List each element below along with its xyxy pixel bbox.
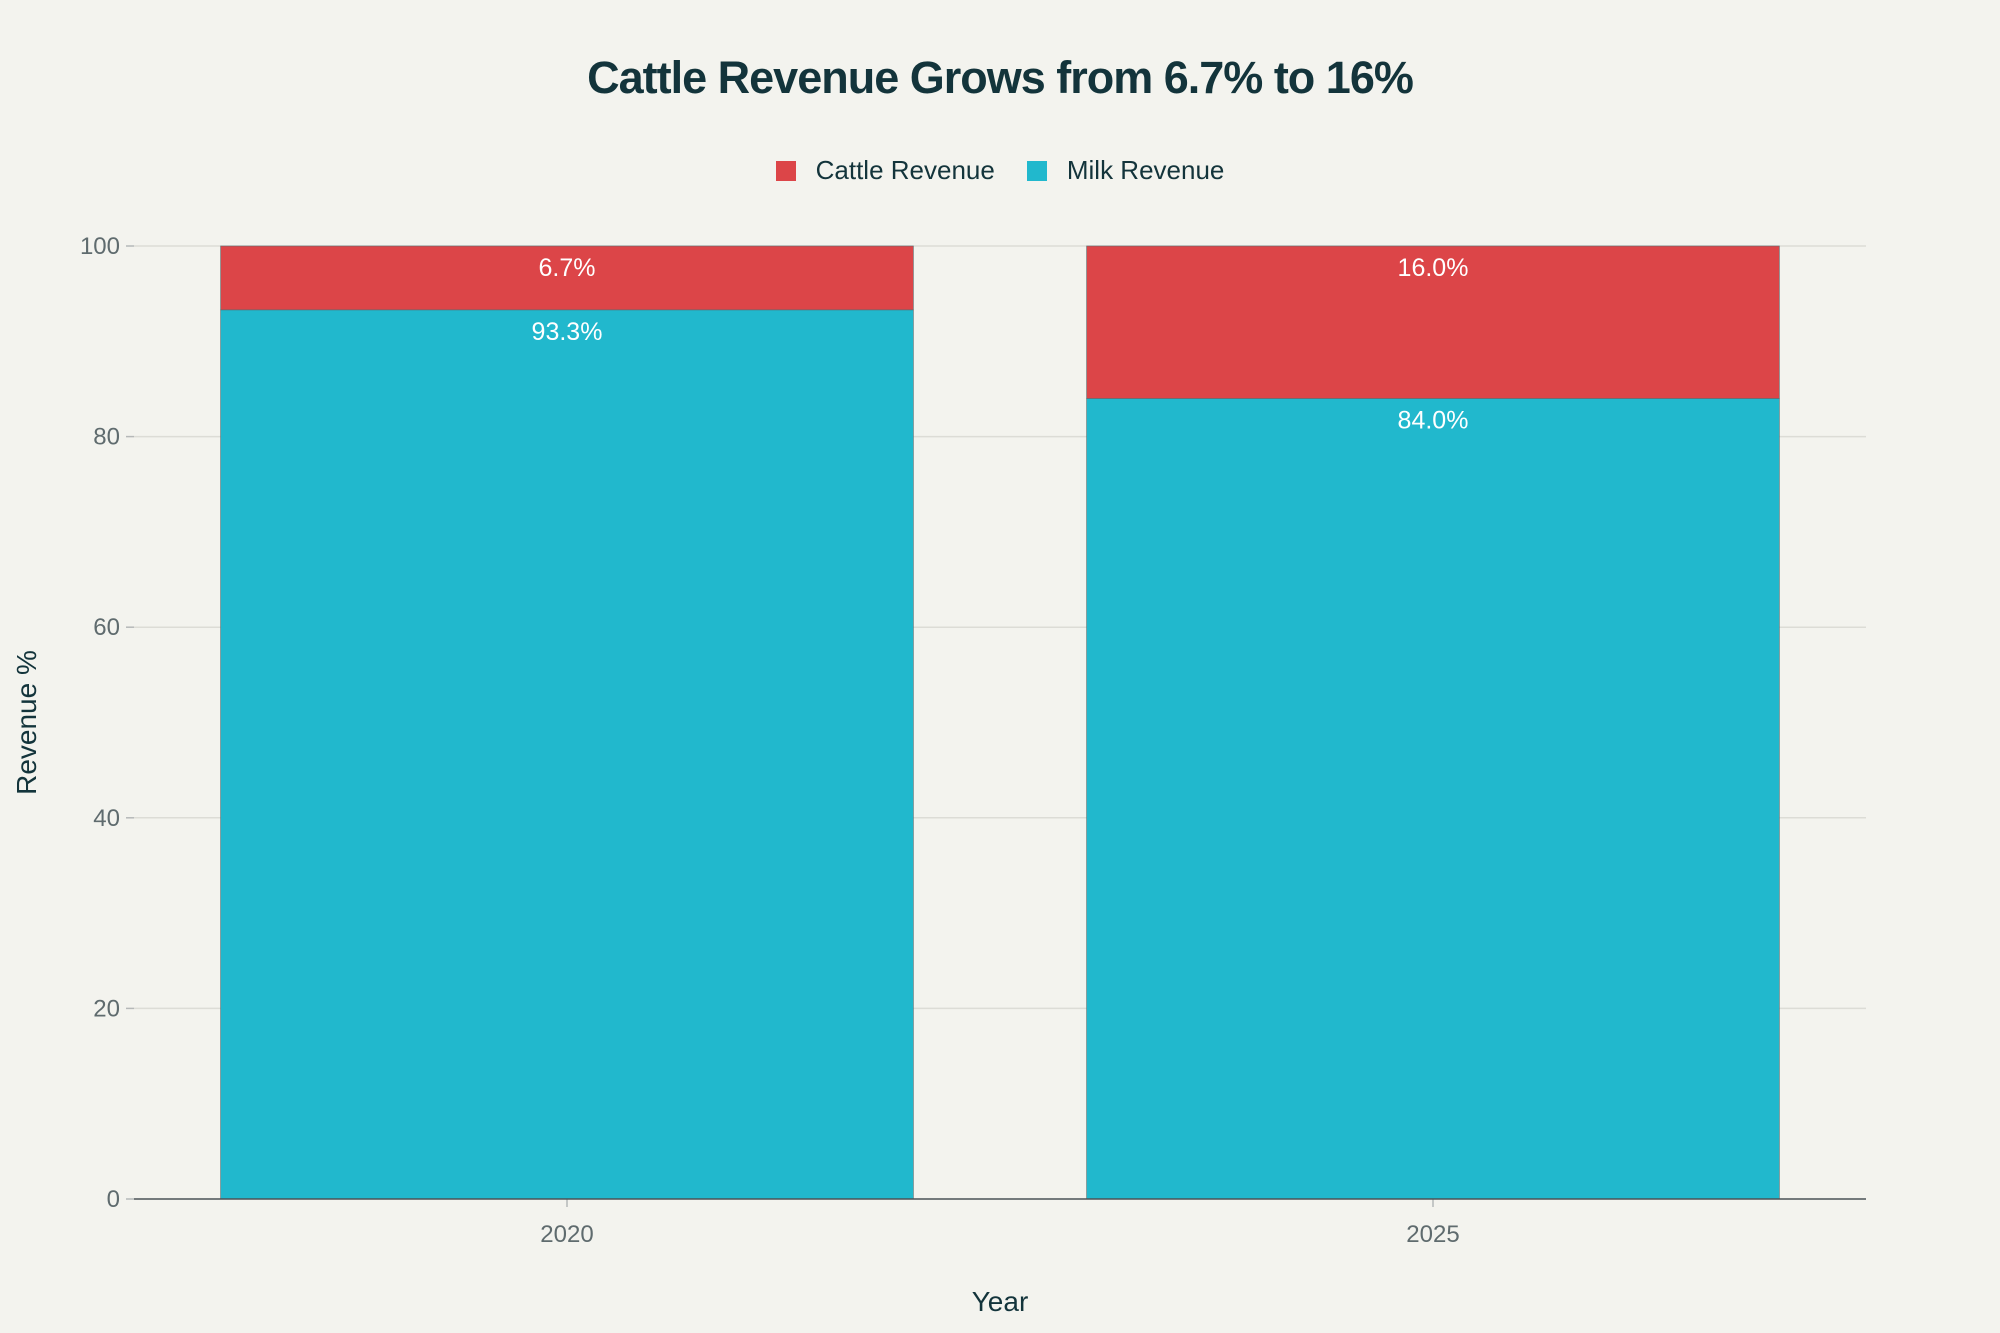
x-tick-label: 2020 [540, 1221, 593, 1248]
legend-swatch-milk [1026, 160, 1047, 181]
y-tick-label: 60 [93, 614, 120, 641]
x-tick-label: 2025 [1406, 1221, 1459, 1248]
legend: Cattle Revenue Milk Revenue [0, 155, 2000, 186]
y-tick-label: 0 [107, 1186, 120, 1213]
y-tick-label: 100 [80, 233, 120, 260]
y-tick-label: 80 [93, 424, 120, 451]
legend-item-cattle[interactable]: Cattle Revenue [775, 155, 995, 186]
y-axis-title: Revenue % [11, 650, 42, 795]
y-tick-label: 40 [93, 805, 120, 832]
chart-title: Cattle Revenue Grows from 6.7% to 16% [587, 52, 1414, 103]
bar-value-label: 6.7% [539, 254, 596, 282]
y-tick-label: 20 [93, 995, 120, 1022]
legend-label-cattle: Cattle Revenue [815, 155, 995, 185]
x-axis-title: Year [972, 1286, 1029, 1317]
bar-value-label: 93.3% [532, 318, 603, 346]
bar-value-label: 16.0% [1398, 254, 1469, 282]
bar-value-label: 84.0% [1398, 406, 1469, 434]
bar-cattle-revenue-2025 [1086, 245, 1780, 399]
bar-milk-revenue-2025 [1086, 398, 1780, 1200]
bar-cattle-revenue-2020 [220, 245, 914, 311]
legend-item-milk[interactable]: Milk Revenue [1026, 155, 1225, 186]
bar-milk-revenue-2020 [220, 309, 914, 1200]
legend-label-milk: Milk Revenue [1066, 155, 1225, 185]
legend-swatch-cattle [775, 160, 796, 181]
